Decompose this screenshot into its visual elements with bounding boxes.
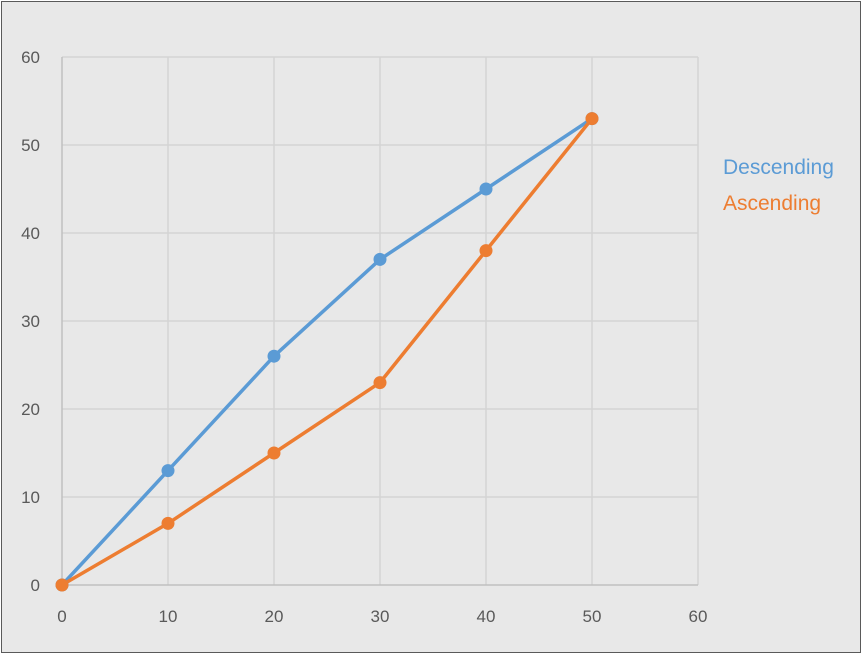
- ascending-data-point: [55, 578, 69, 592]
- ascending-data-point: [479, 244, 493, 258]
- x-tick-label: 20: [265, 607, 284, 626]
- y-tick-label: 40: [21, 224, 40, 243]
- descending-data-point: [161, 464, 175, 478]
- legend-item-descending: Descending: [723, 156, 834, 179]
- legend-item-ascending: Ascending: [723, 192, 821, 215]
- axes: [61, 57, 698, 586]
- y-tick-label: 50: [21, 136, 40, 155]
- data-series: [55, 112, 599, 592]
- ascending-data-point: [373, 376, 387, 390]
- descending-data-point: [479, 182, 493, 196]
- descending-data-point: [373, 252, 387, 266]
- x-tick-label: 0: [57, 607, 66, 626]
- x-tick-label: 10: [159, 607, 178, 626]
- legend: Descending Ascending: [723, 156, 834, 215]
- gridlines: [62, 56, 699, 585]
- ascending-data-point: [585, 112, 599, 126]
- y-tick-label: 10: [21, 488, 40, 507]
- y-tick-label: 0: [31, 576, 40, 595]
- y-tick-label: 20: [21, 400, 40, 419]
- y-tick-label: 30: [21, 312, 40, 331]
- x-tick-label: 30: [371, 607, 390, 626]
- x-tick-label: 60: [689, 607, 708, 626]
- x-tick-label: 50: [583, 607, 602, 626]
- y-axis-tick-labels: 0 10 20 30 40 50 60: [21, 48, 40, 595]
- ascending-data-point: [267, 446, 281, 460]
- ascending-series-line: [60, 116, 594, 587]
- x-axis-tick-labels: 0 10 20 30 40 50 60: [57, 607, 707, 626]
- y-tick-label: 60: [21, 48, 40, 67]
- x-tick-label: 40: [477, 607, 496, 626]
- descending-data-point: [267, 349, 281, 363]
- ascending-data-point: [161, 516, 175, 530]
- descending-series-line: [60, 116, 594, 587]
